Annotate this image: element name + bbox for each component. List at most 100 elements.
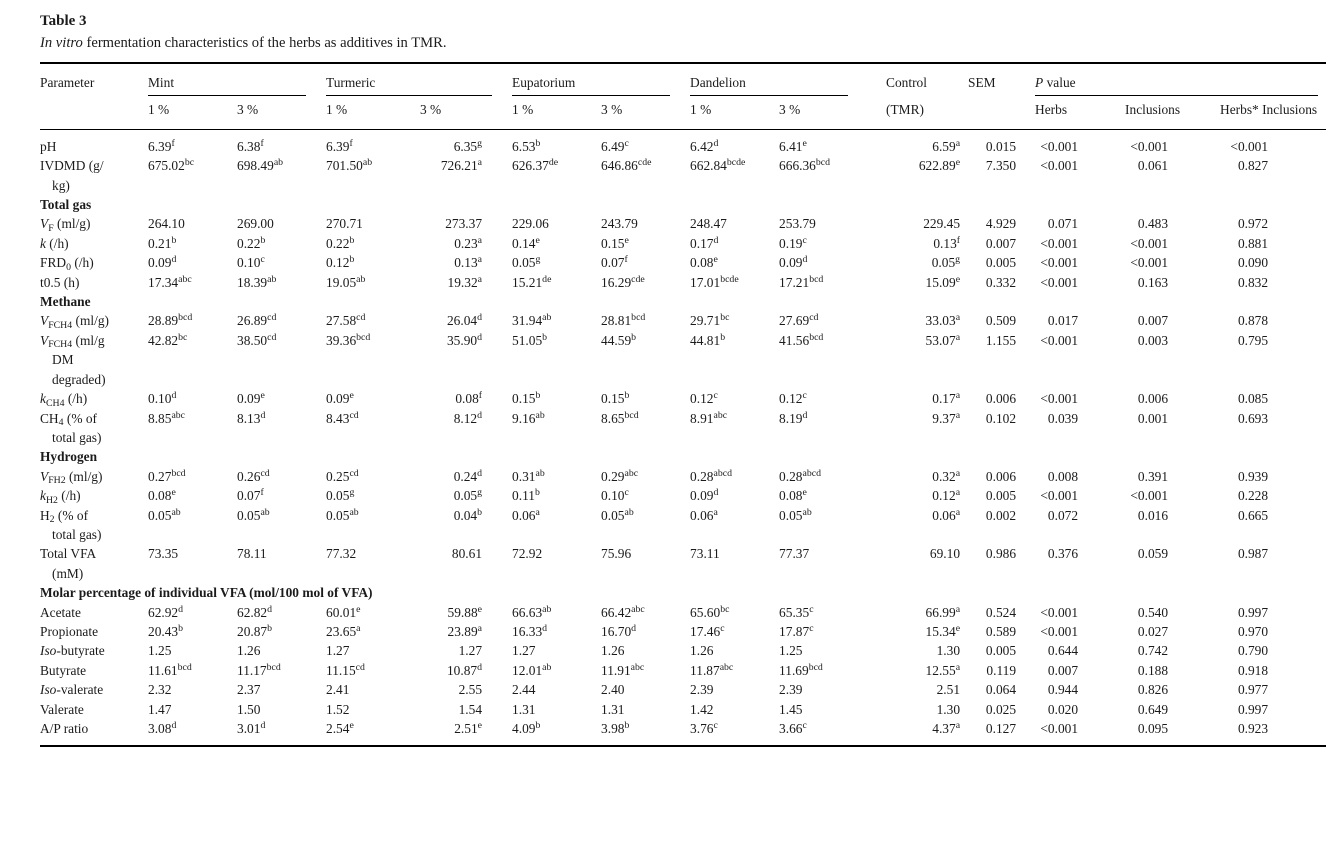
table-cell: 15.34e — [925, 622, 961, 639]
col-subheader-empty — [40, 96, 148, 130]
table-row: VFH2 (ml/g) 0.27bcd 0.26cd 0.25cd 0.24d 0.31a… — [40, 467, 1326, 486]
table-cell: 0.228 — [1237, 488, 1269, 504]
table-cell: 270.71 — [326, 216, 363, 232]
table-cell: 0.064 — [985, 682, 1017, 698]
section-row: Methane — [40, 292, 1326, 311]
table-cell: 16.70d — [601, 622, 637, 639]
table-cell: <0.001 — [1040, 391, 1079, 407]
table-cell: 0.09d — [779, 254, 808, 271]
table-cell: 1.30 — [936, 643, 961, 659]
col-header-dandelion: Dandelion — [690, 63, 868, 97]
table-cell: 3.01d — [237, 720, 266, 736]
table-cell: <0.001 — [1040, 623, 1079, 639]
table-cell: 0.790 — [1237, 643, 1269, 659]
table-cell: 0.005 — [985, 255, 1017, 271]
table-cell: 26.04d — [446, 312, 483, 329]
fermentation-table: Parameter Mint Turmeric Eupatorium Dandelion… — [40, 62, 1327, 748]
parameter-label: H2 (% of total gas) — [40, 507, 102, 542]
parameter-label: IVDMD (g/kg) — [40, 158, 104, 193]
parameter-label: Iso-valerate — [40, 682, 104, 698]
table-cell: <0.001 — [1040, 235, 1079, 251]
table-cell: 0.001 — [1137, 410, 1169, 426]
table-cell: 0.524 — [985, 604, 1017, 620]
table-cell: 0.939 — [1237, 468, 1269, 484]
table-cell: 4.37a — [932, 720, 961, 736]
table-cell: 0.332 — [985, 274, 1017, 290]
table-cell: 248.47 — [690, 216, 727, 232]
table-cell: 0.12a — [932, 487, 961, 504]
parameter-label: Total VFA (mM) — [40, 546, 97, 581]
table-cell: 17.34abc — [148, 273, 192, 290]
table-cell: <0.001 — [1040, 274, 1079, 290]
table-cell: 0.10d — [148, 390, 177, 407]
table-cell: 2.55 — [458, 682, 483, 698]
table-cell: 11.91abc — [601, 661, 645, 678]
table-cell: 16.29cde — [601, 273, 645, 290]
table-cell: 0.05g — [453, 487, 483, 504]
table-cell: 44.59b — [601, 331, 637, 348]
table-cell: 0.007 — [1047, 662, 1079, 678]
table-cell: 0.07f — [601, 254, 628, 271]
col-header-eupatorium: Eupatorium — [512, 63, 690, 97]
table-cell: 0.972 — [1237, 216, 1269, 232]
table-cell: 4.09b — [512, 720, 541, 736]
table-cell: 0.04b — [453, 506, 483, 523]
table-cell: 253.79 — [779, 216, 816, 232]
table-cell: 0.644 — [1047, 643, 1079, 659]
table-cell: 0.071 — [1047, 216, 1079, 232]
table-cell: 0.693 — [1237, 410, 1269, 426]
parameter-label: A/P ratio — [40, 721, 89, 736]
table-cell: 0.832 — [1237, 274, 1269, 290]
table-cell: 23.89a — [447, 622, 483, 639]
table-cell: 0.540 — [1137, 604, 1169, 620]
table-cell: 8.12d — [453, 409, 483, 426]
table-cell: 0.827 — [1237, 158, 1269, 174]
table-cell: 15.21de — [512, 273, 552, 290]
table-cell: 1.42 — [690, 701, 714, 717]
table-cell: 0.090 — [1237, 255, 1269, 271]
table-cell: 11.17bcd — [237, 661, 281, 678]
table-cell: 80.61 — [451, 546, 483, 562]
table-cell: 2.32 — [148, 682, 172, 698]
table-cell: <0.001 — [1130, 488, 1169, 504]
table-cell: 0.26cd — [237, 467, 270, 484]
table-cell: 1.50 — [237, 701, 261, 717]
table-cell: <0.001 — [1040, 721, 1079, 736]
table-cell: 0.28abcd — [690, 467, 732, 484]
table-cell: 229.45 — [923, 216, 961, 232]
table-cell: 1.27 — [458, 643, 483, 659]
table-cell: 7.350 — [985, 158, 1017, 174]
parameter-label: Butyrate — [40, 662, 87, 678]
table-cell: 0.15b — [512, 390, 541, 407]
table-cell: 0.795 — [1237, 332, 1269, 348]
table-cell: 0.020 — [1047, 701, 1079, 717]
table-cell: 1.54 — [458, 701, 483, 717]
table-cell: 0.08f — [455, 390, 483, 407]
table-cell: 0.006 — [985, 391, 1017, 407]
table-cell: 1.25 — [148, 643, 172, 659]
table-cell: 0.32a — [932, 467, 961, 484]
col-subheader-inclusion: 1 % — [690, 96, 780, 130]
table-cell: 75.96 — [601, 546, 632, 562]
table-row: Total VFA (mM) 73.35 78.11 77.32 80.61 72.92 75… — [40, 544, 1326, 583]
table-row: IVDMD (g/kg) 675.02bc 698.49ab 701.50ab 726.… — [40, 156, 1326, 195]
table-cell: 0.05g — [512, 254, 541, 271]
table-cell: 0.589 — [985, 623, 1017, 639]
table-row: VF (ml/g) 264.10 269.00 270.71 273.37 229.06 2… — [40, 214, 1326, 233]
parameter-label: VFH2 (ml/g) — [40, 468, 103, 487]
table-cell: 27.69cd — [779, 312, 819, 329]
parameter-label: VFCH4 (ml/g DM degraded) — [40, 332, 106, 387]
parameter-label: Acetate — [40, 604, 81, 620]
table-cell: 8.19d — [779, 409, 808, 426]
table-cell: 0.008 — [1047, 468, 1079, 484]
parameter-label: kH2 (/h) — [40, 488, 81, 506]
table-cell: 0.127 — [985, 721, 1017, 736]
table-cell: 0.17d — [690, 234, 719, 251]
table-cell: 0.742 — [1137, 643, 1169, 659]
table-cell: 1.27 — [512, 643, 536, 659]
col-header-turmeric: Turmeric — [326, 63, 512, 97]
table-row: FRD0 (/h) 0.09d 0.10c 0.12b 0.13a 0.05g 0.07f 0… — [40, 253, 1326, 272]
col-header-control: Control — [886, 75, 927, 90]
table-row: Butyrate 11.61bcd 11.17bcd 11.15cd 10.87d 12.… — [40, 661, 1326, 680]
table-cell: 6.39f — [326, 137, 353, 154]
